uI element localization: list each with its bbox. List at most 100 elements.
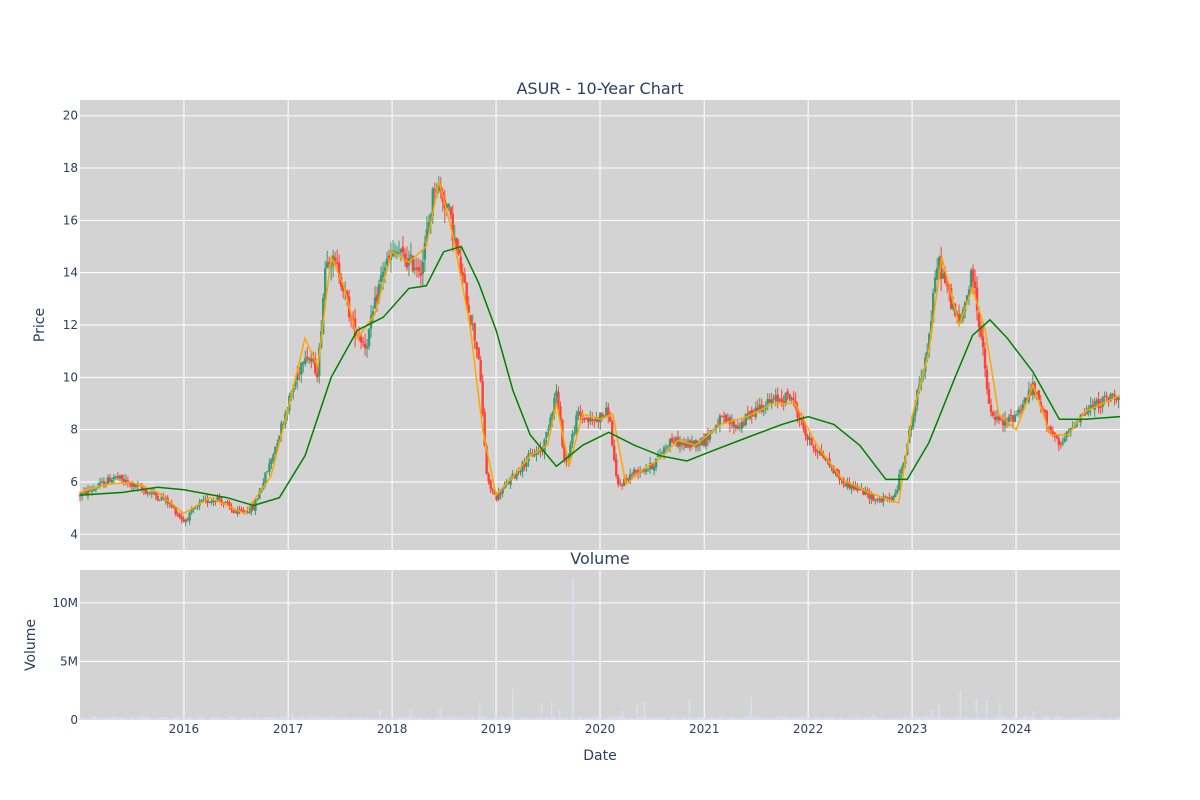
volume-bar — [696, 717, 700, 720]
volume-bar — [433, 718, 437, 720]
volume-bar — [606, 717, 610, 720]
x-tick-label: 2018 — [377, 722, 408, 736]
candle-body — [90, 490, 94, 492]
volume-bar — [981, 718, 985, 720]
volume-bar — [690, 717, 694, 720]
volume-bar — [363, 718, 367, 720]
volume-bar — [836, 719, 840, 720]
volume-bar — [503, 717, 507, 720]
volume-bar — [401, 717, 405, 720]
volume-bar — [899, 719, 903, 720]
candle-body — [431, 188, 435, 216]
volume-bar — [299, 718, 303, 720]
volume-bar — [927, 717, 931, 720]
volume-bar — [776, 716, 780, 720]
candle-body — [459, 256, 462, 273]
chart-title: ASUR - 10-Year Chart — [516, 79, 683, 98]
volume-bar — [1017, 718, 1021, 720]
candle-body — [878, 498, 881, 500]
volume-bar — [512, 689, 514, 720]
volume-bar — [405, 717, 409, 720]
candle-body — [678, 441, 682, 447]
volume-bar — [289, 719, 293, 720]
volume-bar — [517, 718, 521, 720]
volume-bar — [483, 717, 487, 720]
candle-body — [892, 496, 895, 502]
volume-bar — [686, 717, 690, 720]
volume-bar — [536, 718, 540, 720]
candle-body — [617, 476, 620, 485]
candle-body — [1007, 416, 1011, 423]
volume-bar — [519, 718, 523, 720]
volume-bar — [80, 717, 84, 720]
candle-body — [316, 373, 319, 378]
volume-bar — [778, 718, 782, 720]
candle-body — [451, 213, 454, 241]
candle-body — [1063, 438, 1066, 442]
volume-bar — [1093, 718, 1097, 720]
candle-body — [170, 502, 173, 507]
volume-bar — [473, 719, 477, 720]
volume-bar — [590, 717, 594, 720]
volume-bar — [973, 718, 977, 720]
volume-bar — [84, 718, 88, 720]
volume-bar — [804, 717, 808, 720]
volume-bar — [481, 717, 485, 720]
volume-bar — [688, 698, 691, 720]
volume-bar — [180, 719, 184, 720]
candle-body — [700, 438, 704, 446]
volume-bar — [993, 719, 997, 720]
candle-body — [100, 481, 104, 483]
candle-body — [804, 428, 807, 436]
volume-bar — [138, 717, 142, 720]
candle-body — [190, 510, 193, 513]
volume-bar — [684, 719, 688, 720]
candle-body — [1043, 409, 1047, 413]
volume-bar — [98, 719, 102, 720]
candle-body — [192, 508, 195, 510]
volume-bar — [716, 717, 720, 720]
volume-bar — [837, 717, 841, 720]
candle-body — [967, 289, 971, 296]
candle-body — [1051, 431, 1054, 435]
volume-bar — [734, 717, 738, 720]
volume-bar — [152, 719, 156, 720]
x-tick-label: 2019 — [481, 722, 512, 736]
volume-bar — [1027, 719, 1031, 720]
volume-bar — [556, 718, 560, 720]
volume-bar — [1045, 716, 1049, 720]
candle-body — [371, 311, 375, 317]
volume-bar — [1049, 718, 1053, 720]
volume-bar — [485, 717, 489, 720]
candle-body — [1047, 426, 1051, 428]
candle-body — [461, 272, 464, 276]
volume-bar — [281, 716, 285, 720]
volume-bar — [822, 717, 826, 720]
candle-body — [664, 447, 668, 449]
volume-bar — [538, 717, 542, 720]
candle-body — [744, 414, 748, 426]
volume-bar — [704, 718, 708, 720]
candle-body — [662, 447, 666, 453]
volume-bar — [1081, 716, 1085, 720]
volume-bar — [969, 717, 973, 720]
volume-bar — [435, 717, 439, 720]
volume-panel-title: Volume — [570, 549, 630, 568]
volume-bar — [712, 718, 716, 720]
candle-body — [802, 420, 805, 430]
candle-body — [246, 511, 249, 513]
candle-body — [933, 277, 937, 292]
candle-body — [977, 312, 981, 328]
volume-bar — [295, 719, 299, 720]
candle-body — [136, 485, 140, 487]
volume-bar — [1015, 718, 1019, 720]
volume-bar — [1007, 718, 1011, 720]
candle-body — [337, 262, 341, 278]
candle-body — [479, 360, 482, 381]
volume-bar — [1039, 718, 1043, 720]
candle-body — [599, 412, 602, 423]
candle-body — [519, 470, 522, 473]
candle-body — [270, 459, 273, 465]
volume-bar — [772, 717, 776, 720]
volume-bar — [330, 714, 332, 720]
